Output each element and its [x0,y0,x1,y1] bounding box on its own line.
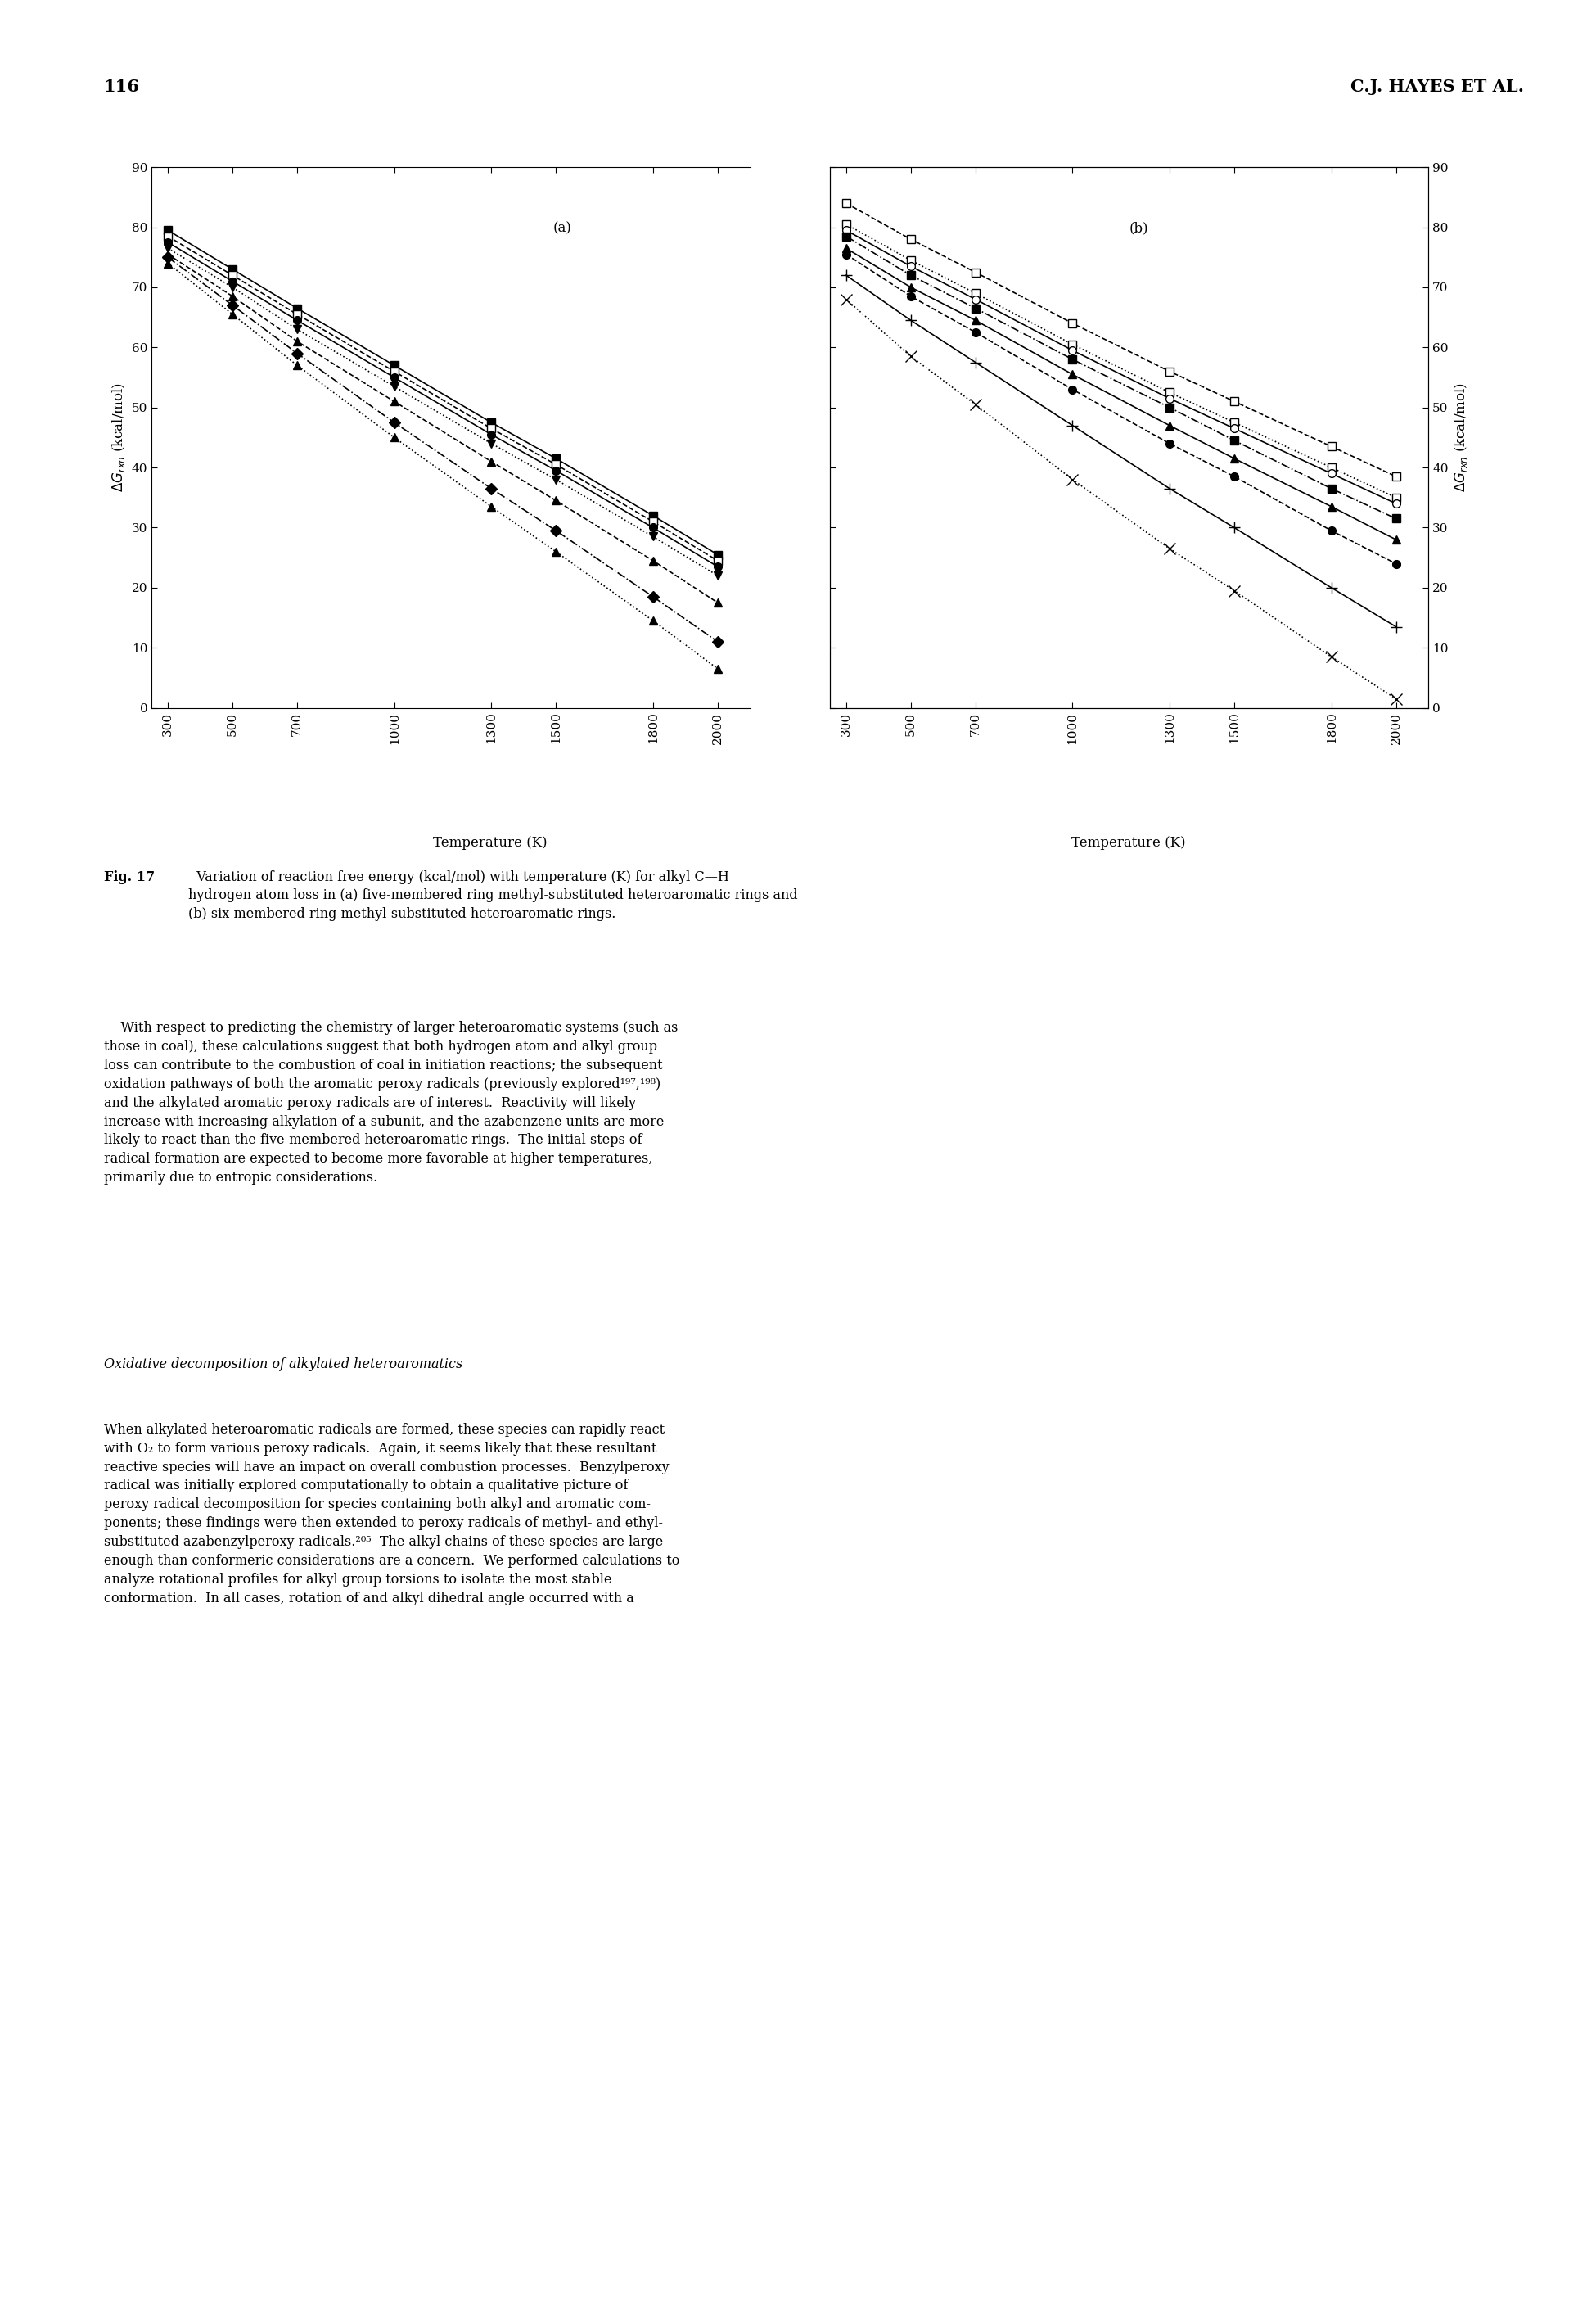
Text: (a): (a) [552,220,571,234]
Text: Fig. 17: Fig. 17 [104,870,155,884]
Text: Variation of reaction free energy (kcal/mol) with temperature (K) for alkyl C—H
: Variation of reaction free energy (kcal/… [188,870,798,921]
Text: C.J. HAYES ET AL.: C.J. HAYES ET AL. [1350,79,1524,95]
Text: Temperature (K): Temperature (K) [1071,836,1186,849]
Text: Temperature (K): Temperature (K) [433,836,547,849]
Text: With respect to predicting the chemistry of larger heteroaromatic systems (such : With respect to predicting the chemistry… [104,1021,678,1184]
Y-axis label: $\Delta G_{rxn}$ (kcal/mol): $\Delta G_{rxn}$ (kcal/mol) [110,383,128,492]
Y-axis label: $\Delta G_{rxn}$ (kcal/mol): $\Delta G_{rxn}$ (kcal/mol) [1452,383,1470,492]
Text: (b): (b) [1130,220,1149,234]
Text: 116: 116 [104,79,140,95]
Text: Oxidative decomposition of alkylated heteroaromatics: Oxidative decomposition of alkylated het… [104,1358,463,1372]
Text: When alkylated heteroaromatic radicals are formed, these species can rapidly rea: When alkylated heteroaromatic radicals a… [104,1423,680,1606]
